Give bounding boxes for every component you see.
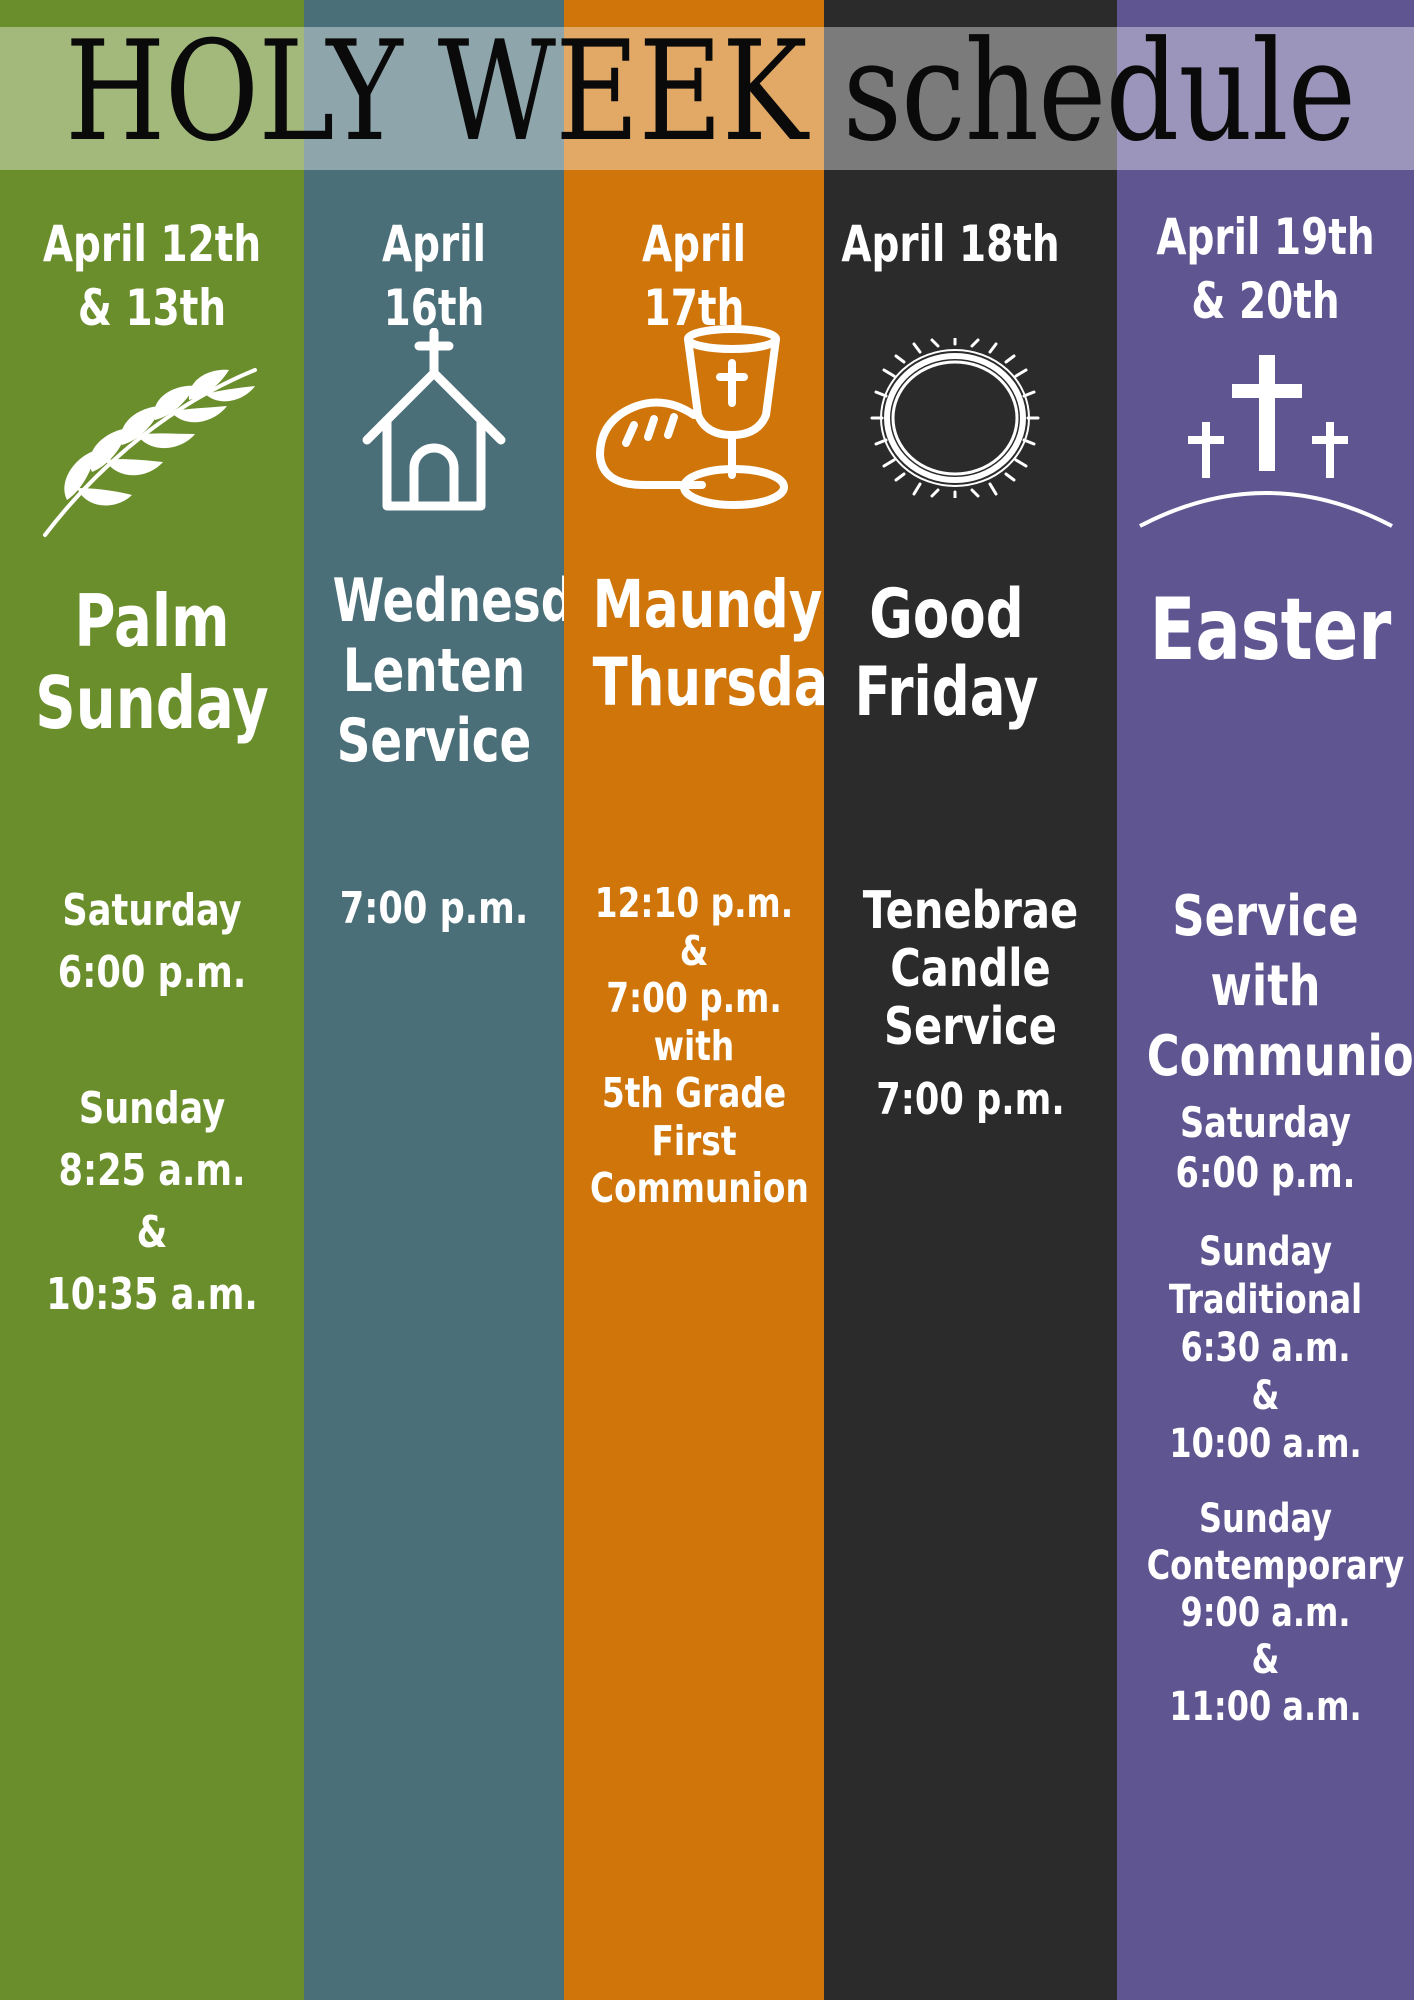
service-name: Wednesday Lenten Service (332, 566, 635, 776)
palm-frond-icon (37, 360, 267, 544)
column-palm-sunday: April 12th & 13th Palm Sunday Saturday 6… (0, 0, 304, 2000)
column-easter: April 19th & 20th Easter Service with Co… (1117, 0, 1414, 2000)
service-name: Palm Sunday (35, 579, 269, 745)
time-block: 12:10 p.m. & 7:00 p.m. with 5th Grade Fi… (590, 879, 809, 1212)
title-band (0, 27, 1414, 170)
three-crosses-icon (1136, 350, 1396, 534)
time-block: 7:00 p.m. (876, 1074, 1065, 1125)
column-good-friday: April 18th Good Friday Tenebrae Candle S… (824, 0, 1117, 2000)
church-icon (359, 327, 509, 517)
time-block: Saturday 6:00 p.m. (57, 885, 247, 998)
time-block: Sunday 8:25 a.m. & 10:35 a.m. (46, 1083, 258, 1320)
date-label: April 19th & 20th (1156, 208, 1375, 330)
service-name: Good Friday (854, 575, 1039, 732)
time-block: Tenebrae Candle Service (862, 881, 1079, 1057)
column-maundy-thursday: April 17th Maundy Thursday 12:10 p.m. & … (564, 0, 861, 2000)
time-block: 7:00 p.m. (339, 883, 529, 934)
date-label: April 16th (381, 215, 487, 337)
crown-of-thorns-icon (870, 334, 1040, 502)
time-block: Sunday Traditional 6:30 a.m. & 10:00 a.m… (1168, 1229, 1363, 1467)
date-label: April 18th (841, 215, 1060, 273)
bread-and-chalice-icon (594, 325, 794, 519)
date-label: April 17th (641, 215, 747, 337)
service-name: Easter (1149, 580, 1392, 680)
page-title: HOLY WEEK schedule (65, 11, 1356, 172)
time-block: Service with Communion (1146, 884, 1414, 1089)
column-wednesday-lenten: April 16th Wednesday Lenten Service 7:00… (304, 0, 635, 2000)
time-block: Sunday Contemporary 9:00 a.m. & 11:00 a.… (1146, 1496, 1405, 1730)
time-block: Saturday 6:00 p.m. (1175, 1098, 1356, 1197)
service-name: Maundy Thursday (592, 566, 861, 721)
date-label: April 12th & 13th (42, 215, 262, 337)
